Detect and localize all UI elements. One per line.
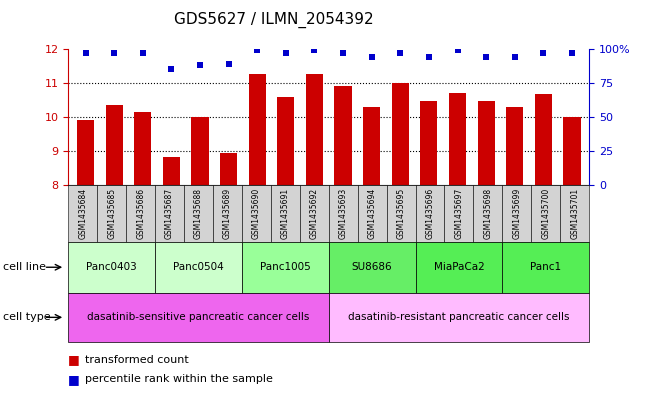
Bar xyxy=(134,112,151,185)
Text: SU8686: SU8686 xyxy=(352,262,393,272)
Text: GSM1435697: GSM1435697 xyxy=(454,187,464,239)
Point xyxy=(424,54,434,61)
Bar xyxy=(449,92,466,185)
Bar xyxy=(105,105,123,185)
Text: GSM1435695: GSM1435695 xyxy=(396,187,406,239)
Bar xyxy=(392,83,409,185)
Point xyxy=(80,50,90,56)
Text: Panc1: Panc1 xyxy=(530,262,561,272)
Bar xyxy=(163,157,180,185)
Text: GSM1435694: GSM1435694 xyxy=(368,187,377,239)
Point xyxy=(195,62,205,68)
Text: GSM1435689: GSM1435689 xyxy=(223,187,232,239)
Text: GSM1435701: GSM1435701 xyxy=(570,187,579,239)
Bar xyxy=(249,74,266,185)
Text: GSM1435696: GSM1435696 xyxy=(426,187,434,239)
Point xyxy=(281,50,291,56)
Bar xyxy=(335,86,352,185)
Point xyxy=(567,50,577,56)
Point xyxy=(367,54,377,61)
Text: GSM1435692: GSM1435692 xyxy=(310,187,319,239)
Point xyxy=(395,50,406,56)
Point xyxy=(166,66,176,73)
Point xyxy=(252,47,262,53)
Text: cell type: cell type xyxy=(3,312,51,322)
Text: cell line: cell line xyxy=(3,262,46,272)
Point xyxy=(481,54,492,61)
Point xyxy=(309,47,320,53)
Point xyxy=(452,47,463,53)
Text: transformed count: transformed count xyxy=(85,354,188,365)
Bar xyxy=(478,101,495,185)
Text: GSM1435699: GSM1435699 xyxy=(512,187,521,239)
Bar xyxy=(563,117,581,185)
Text: ■: ■ xyxy=(68,373,80,386)
Point xyxy=(510,54,520,61)
Text: ■: ■ xyxy=(68,353,80,366)
Bar xyxy=(506,107,523,185)
Text: Panc0403: Panc0403 xyxy=(87,262,137,272)
Text: percentile rank within the sample: percentile rank within the sample xyxy=(85,374,273,384)
Text: GSM1435691: GSM1435691 xyxy=(281,187,290,239)
Text: dasatinib-resistant pancreatic cancer cells: dasatinib-resistant pancreatic cancer ce… xyxy=(348,312,570,322)
Bar xyxy=(534,94,552,185)
Bar xyxy=(421,101,437,185)
Bar xyxy=(220,153,237,185)
Text: GSM1435693: GSM1435693 xyxy=(339,187,348,239)
Text: GSM1435700: GSM1435700 xyxy=(541,187,550,239)
Text: GSM1435698: GSM1435698 xyxy=(484,187,492,239)
Bar xyxy=(77,120,94,185)
Text: GDS5627 / ILMN_2054392: GDS5627 / ILMN_2054392 xyxy=(174,11,373,28)
Bar xyxy=(363,107,380,185)
Point xyxy=(538,50,549,56)
Point xyxy=(137,50,148,56)
Text: Panc1005: Panc1005 xyxy=(260,262,311,272)
Text: GSM1435687: GSM1435687 xyxy=(165,187,174,239)
Point xyxy=(109,50,119,56)
Text: MiaPaCa2: MiaPaCa2 xyxy=(434,262,484,272)
Text: GSM1435685: GSM1435685 xyxy=(107,187,117,239)
Text: GSM1435690: GSM1435690 xyxy=(252,187,261,239)
Text: GSM1435686: GSM1435686 xyxy=(136,187,145,239)
Bar xyxy=(277,97,294,185)
Text: Panc0504: Panc0504 xyxy=(173,262,224,272)
Text: dasatinib-sensitive pancreatic cancer cells: dasatinib-sensitive pancreatic cancer ce… xyxy=(87,312,310,322)
Bar xyxy=(306,73,323,185)
Text: GSM1435684: GSM1435684 xyxy=(78,187,87,239)
Point xyxy=(338,50,348,56)
Text: GSM1435688: GSM1435688 xyxy=(194,188,203,239)
Point xyxy=(223,61,234,67)
Bar xyxy=(191,117,208,185)
